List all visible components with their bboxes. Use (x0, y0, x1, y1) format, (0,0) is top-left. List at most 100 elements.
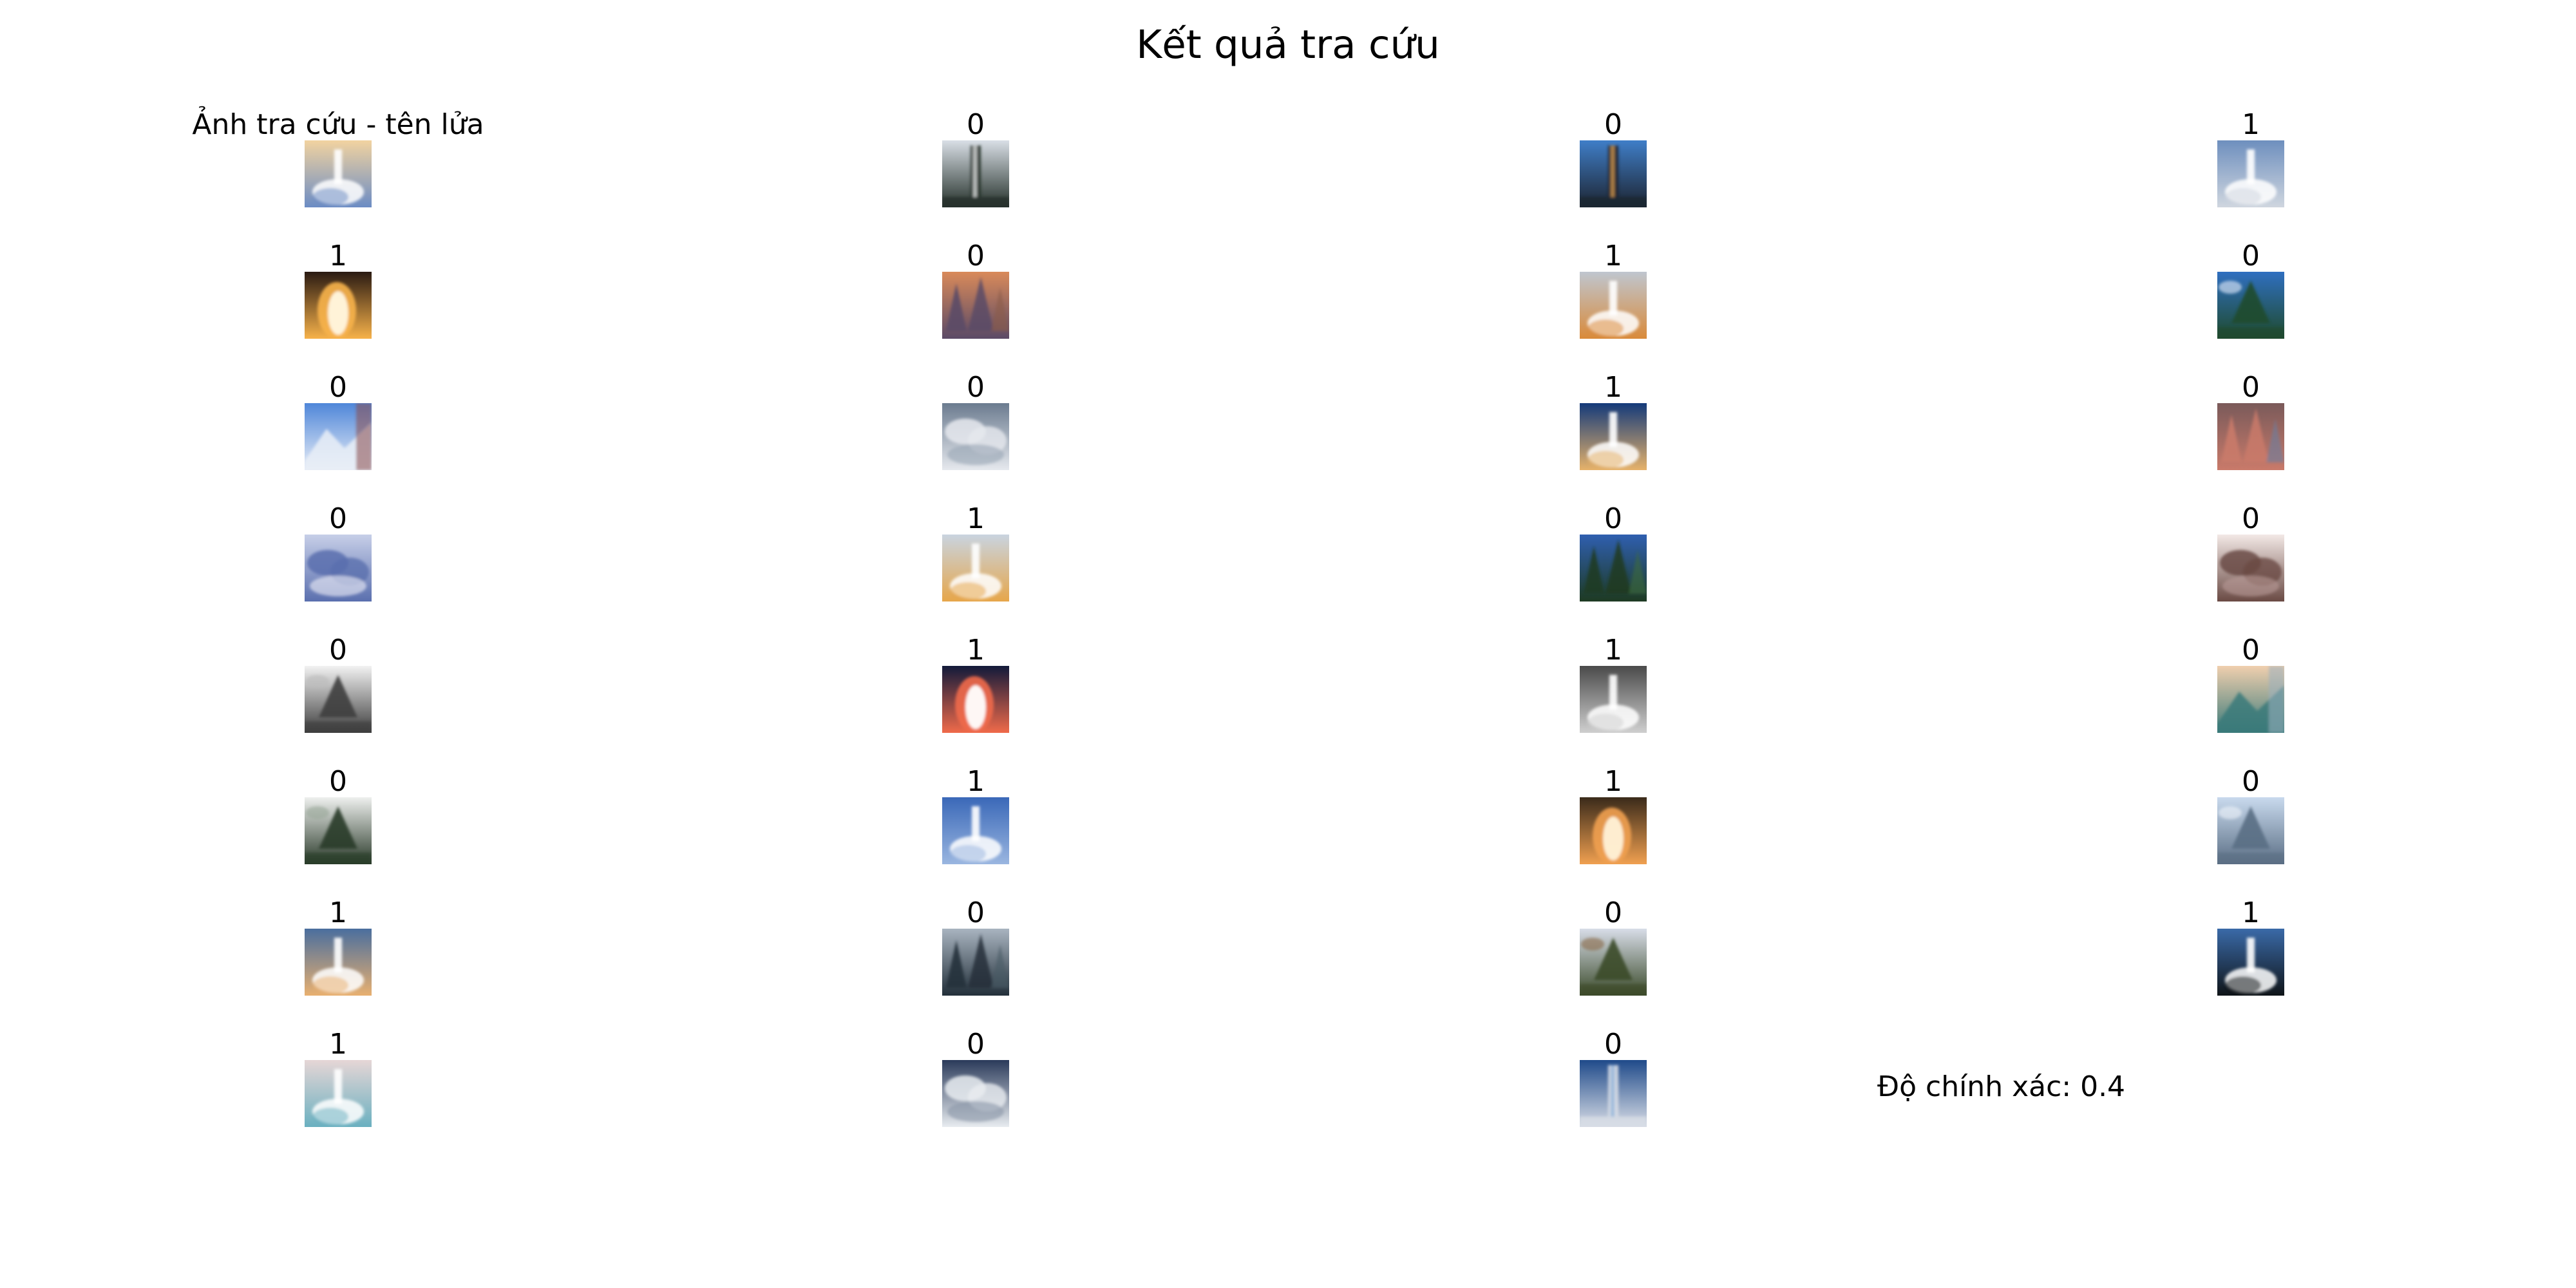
result-image (2217, 797, 2284, 864)
result-image (1580, 403, 1647, 470)
grid-cell: 0 (1993, 765, 2508, 875)
result-image (305, 666, 372, 733)
accuracy-text: Độ chính xác: 0.4 (1877, 1070, 2126, 1103)
clouds-thumbnail (305, 535, 372, 601)
grid-cell: 0 (1993, 240, 2508, 349)
result-label: 0 (2242, 765, 2260, 798)
result-label: 1 (1604, 634, 1622, 667)
rocket-thumbnail (1580, 403, 1647, 470)
grid-cell: 0 (80, 371, 596, 480)
grid-cell: 1 (1356, 371, 1871, 480)
result-label: 1 (329, 240, 347, 272)
trees-thumbnail (2217, 403, 2284, 470)
query-image-label: Ảnh tra cứu - tên lửa (192, 108, 484, 141)
grid-cell: 0 (1993, 371, 2508, 480)
grid-cell: 0 (80, 765, 596, 875)
grid-cell: 0 (1993, 502, 2508, 612)
tower-thumbnail (942, 140, 1009, 207)
result-label: 1 (1604, 765, 1622, 798)
rocket-thumbnail (1580, 272, 1647, 339)
result-image (942, 535, 1009, 601)
result-label: 0 (329, 765, 347, 798)
grid-cell: 1 (1356, 765, 1871, 875)
tree-thumbnail (2217, 272, 2284, 339)
figure-title: Kết quả tra cứu (1136, 22, 1440, 68)
result-label: 0 (329, 502, 347, 535)
mountain-thumbnail (305, 403, 372, 470)
fire-thumbnail (942, 666, 1009, 733)
result-label: 1 (1604, 371, 1622, 404)
result-label: 1 (329, 1028, 347, 1061)
result-label: 0 (967, 371, 985, 404)
result-image (305, 929, 372, 996)
grid-cell: 1 (80, 1028, 596, 1137)
grid-cell: 0 (718, 896, 1233, 1006)
fire-thumbnail (1580, 797, 1647, 864)
result-label: 0 (329, 634, 347, 667)
grid-cell: 0 (718, 108, 1233, 218)
result-label: 1 (1604, 240, 1622, 272)
clouds-thumbnail (942, 403, 1009, 470)
result-label: 0 (2242, 634, 2260, 667)
grid-cell: 1 (1356, 240, 1871, 349)
result-label: 0 (2242, 371, 2260, 404)
grid-cell: 0 (1356, 502, 1871, 612)
clouds-thumbnail (2217, 535, 2284, 601)
result-image (2217, 535, 2284, 601)
grid-cell: 1 (1356, 634, 1871, 743)
result-image (2217, 666, 2284, 733)
result-image (1580, 1060, 1647, 1127)
grid-cell: 0 (1356, 108, 1871, 218)
result-image (1580, 140, 1647, 207)
result-label: 1 (967, 502, 985, 535)
rocket-thumbnail (1580, 666, 1647, 733)
result-image (942, 1060, 1009, 1127)
result-label: 0 (967, 896, 985, 929)
result-image (305, 535, 372, 601)
result-label: 1 (2242, 108, 2260, 141)
result-image (2217, 403, 2284, 470)
result-image (305, 797, 372, 864)
query-image (305, 140, 372, 207)
result-label: 0 (1604, 502, 1622, 535)
result-label: 0 (967, 240, 985, 272)
result-image (942, 929, 1009, 996)
tree-thumbnail (305, 797, 372, 864)
rocket-thumbnail (305, 140, 372, 207)
grid-cell: 0 (80, 502, 596, 612)
result-image (2217, 140, 2284, 207)
result-image (942, 272, 1009, 339)
grid-cell: 1 (80, 240, 596, 349)
result-label: 0 (1604, 1028, 1622, 1061)
grid-cell: 1 (718, 502, 1233, 612)
fire-thumbnail (305, 272, 372, 339)
rocket-thumbnail (305, 929, 372, 996)
result-label: 0 (1604, 108, 1622, 141)
grid-cell: Ảnh tra cứu - tên lửa (80, 108, 596, 218)
trees-thumbnail (942, 272, 1009, 339)
grid-cell: 0 (718, 240, 1233, 349)
result-label: 1 (967, 765, 985, 798)
result-image (2217, 272, 2284, 339)
grid-cell: 1 (1993, 108, 2508, 218)
result-label: 1 (967, 634, 985, 667)
result-label: 0 (2242, 240, 2260, 272)
grid-cell: 0 (1356, 1028, 1871, 1137)
result-image (942, 140, 1009, 207)
result-image (942, 403, 1009, 470)
clouds-thumbnail (942, 1060, 1009, 1127)
grid-cell: 1 (80, 896, 596, 1006)
result-label: 0 (1604, 896, 1622, 929)
tower-thumbnail (1580, 140, 1647, 207)
grid-cell: 0 (1993, 634, 2508, 743)
rocket-thumbnail (942, 797, 1009, 864)
result-image (305, 403, 372, 470)
grid-cell: 1 (718, 634, 1233, 743)
tower-thumbnail (1580, 1060, 1647, 1127)
rocket-thumbnail (2217, 929, 2284, 996)
result-image (942, 666, 1009, 733)
grid-cell: 0 (718, 371, 1233, 480)
grid-cell: 0 (1356, 896, 1871, 1006)
trees-thumbnail (942, 929, 1009, 996)
